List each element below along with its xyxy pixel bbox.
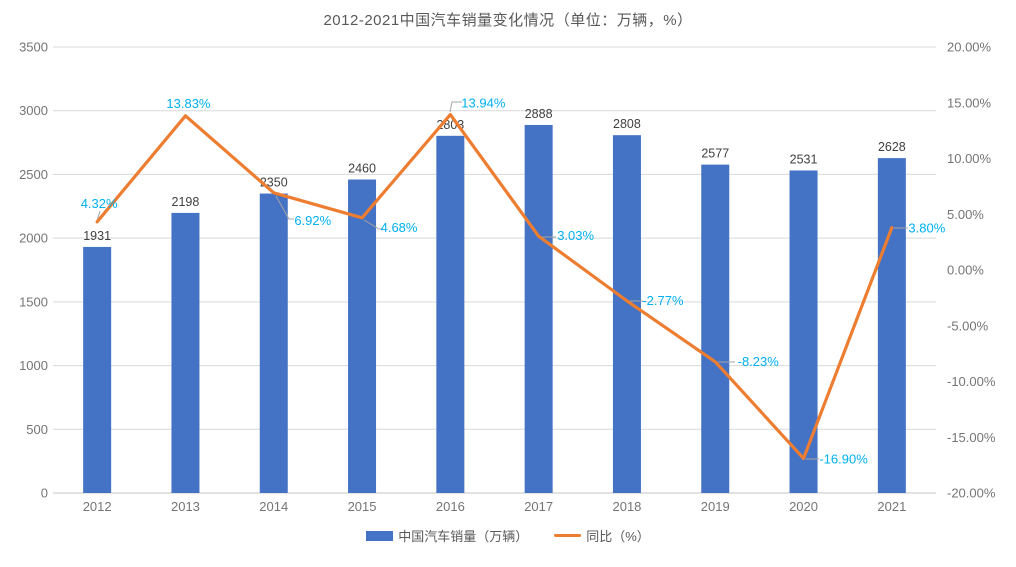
sales-bar [83,246,112,493]
sales-bar [612,135,641,493]
right-axis-tick-label: -20.00% [947,486,996,501]
left-axis-tick-label: 3500 [19,40,48,55]
x-axis-tick-label: 2015 [348,499,377,514]
legend-bar-swatch-icon [366,530,394,541]
left-axis-tick-label: 2500 [19,167,48,182]
sales-bar [171,212,200,494]
pct-value-label: 4.68% [381,220,418,235]
pct-value-label: -16.90% [819,451,868,466]
pct-value-label: -8.23% [738,354,780,369]
right-axis-tick-label: 0.00% [947,263,984,278]
pct-value-label: 3.03% [557,228,594,243]
label-leader-line [363,219,383,230]
right-axis-tick-label: 15.00% [947,95,992,110]
bar-value-label: 2808 [613,117,641,131]
left-axis-tick-label: 0 [41,486,48,501]
bar-value-label: 2198 [172,195,200,209]
chart-title: 2012-2021中国汽车销量变化情况（单位：万辆，%） [323,12,693,29]
right-axis-tick-label: 20.00% [947,40,992,55]
left-axis-tick-label: 500 [26,422,48,437]
x-axis-tick-label: 2012 [83,499,112,514]
left-axis-tick-label: 3000 [19,103,48,118]
right-axis-tick-label: 5.00% [947,207,984,222]
x-axis-tick-label: 2019 [701,499,730,514]
sales-bar [877,158,906,493]
pct-value-label: 4.32% [81,196,118,211]
x-axis-tick-label: 2014 [259,499,288,514]
sales-bar [259,193,288,494]
left-axis-tick-label: 2000 [19,231,48,246]
right-axis-tick-label: 10.00% [947,151,992,166]
bar-value-label: 2460 [348,162,376,176]
sales-bar [701,164,730,493]
bar-value-label: 2628 [878,140,906,154]
x-axis-tick-label: 2013 [171,499,200,514]
pct-value-label: -2.77% [642,293,684,308]
right-axis-tick-label: -5.00% [947,318,989,333]
left-axis-tick-label: 1500 [19,294,48,309]
x-axis-tick-label: 2020 [789,499,818,514]
legend: 中国汽车销量（万辆） 同比（%） [0,526,1016,545]
legend-sales-label: 中国汽车销量（万辆） [398,529,529,544]
left-axis-tick-label: 1000 [19,358,48,373]
right-axis-tick-label: -10.00% [947,374,996,389]
label-leader-line [275,195,294,220]
sales-bar [789,170,818,494]
label-leader-line [97,210,101,220]
label-leader-line [449,101,462,113]
x-axis-tick-label: 2021 [877,499,906,514]
legend-yoy-label: 同比（%） [586,529,650,544]
legend-item-yoy: 同比（%） [554,526,650,545]
pct-value-label: 6.92% [294,213,331,228]
sales-bar [524,124,553,494]
sales-bar [348,179,377,494]
x-axis-tick-label: 2016 [436,499,465,514]
bar-value-label: 2888 [525,107,553,121]
bar-value-label: 1931 [83,229,111,243]
pct-value-label: 13.83% [166,96,211,111]
legend-item-sales: 中国汽车销量（万辆） [366,526,528,545]
x-axis-tick-label: 2017 [524,499,553,514]
legend-line-swatch-icon [554,534,582,537]
bar-value-label: 2577 [701,147,729,161]
x-axis-tick-label: 2018 [612,499,641,514]
pct-value-label: 13.94% [461,96,506,111]
pct-value-label: 3.80% [908,221,945,236]
sales-bar [436,135,465,493]
yoy-line [95,112,894,461]
right-axis-tick-label: -15.00% [947,430,996,445]
bar-value-label: 2531 [790,152,818,166]
